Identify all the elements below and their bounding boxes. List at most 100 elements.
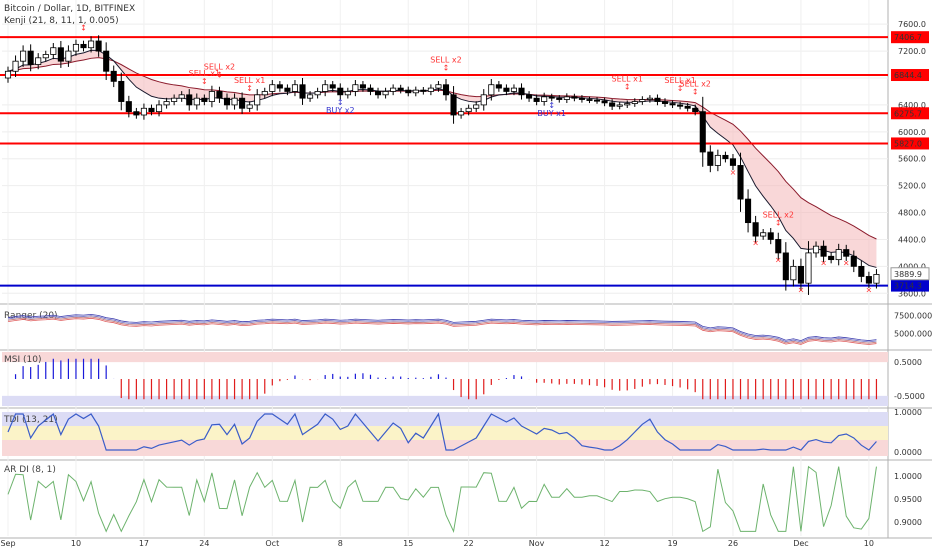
level-price-tag — [891, 31, 929, 44]
candle-body — [163, 101, 170, 106]
candle-body — [88, 40, 95, 49]
sell-signal-label: SELL x1 — [664, 76, 695, 85]
candle-body — [775, 239, 782, 254]
candle-body — [186, 94, 193, 106]
date-tick-label: 15 — [403, 539, 413, 548]
candle-body — [812, 245, 820, 254]
candle-body — [790, 265, 797, 281]
candle-body — [284, 87, 291, 92]
date-tick-label: 10 — [864, 539, 874, 548]
candle-body — [450, 94, 457, 116]
tdi-line — [7, 412, 877, 451]
candle-body — [239, 97, 246, 109]
candle-body — [427, 87, 434, 92]
level-price-tag — [891, 107, 929, 120]
sell-signal-label: SELL x1 — [612, 75, 643, 84]
buy-signal-label: BUY x1 — [537, 109, 566, 118]
tdi-upper-zone — [2, 412, 888, 426]
date-tick-label: 10 — [71, 539, 81, 548]
last-price-tag — [890, 267, 930, 281]
price-tick-label: 5200.0 — [898, 182, 926, 191]
candle-body — [752, 222, 759, 237]
price-tick-label: 7200.0 — [898, 47, 926, 56]
candle-body — [193, 97, 200, 106]
level-price-text: 6275.7 — [894, 109, 922, 118]
candle-body — [692, 107, 699, 113]
candle-body — [797, 265, 804, 284]
date-tick-label: 22 — [464, 539, 474, 548]
candle-body — [12, 60, 19, 72]
candle-body — [828, 255, 835, 261]
ranger-line — [7, 315, 877, 343]
candle-body — [473, 104, 480, 109]
candle-body — [276, 84, 283, 89]
ranger-line — [7, 313, 877, 342]
price-tick-label: 4800.0 — [898, 209, 926, 218]
candle-body — [390, 87, 397, 92]
candle-body — [526, 94, 533, 99]
price-tick-label: 7600.0 — [898, 20, 926, 29]
buy-signal-label: BUY x2 — [326, 106, 355, 115]
level-price-tag — [891, 69, 929, 82]
candle-body — [50, 47, 57, 55]
candle-body — [495, 84, 502, 89]
candle-body — [503, 87, 510, 92]
candle-body — [208, 91, 215, 102]
msi-lower-zone — [2, 395, 888, 406]
candle-body — [125, 101, 132, 113]
candle-body — [246, 104, 253, 109]
sell-signal-label: SELL x2 — [204, 62, 235, 71]
sell-signal-label: SELL x2 — [763, 210, 794, 219]
candle-body — [72, 43, 80, 52]
sell-signal-arrow: ↕ — [692, 87, 699, 96]
sell-cross-marker: × — [820, 259, 827, 268]
price-tick-label: 5600.0 — [898, 155, 926, 164]
date-tick-label: Oct — [265, 539, 279, 548]
ardi-line — [7, 465, 877, 534]
sell-signal-arrow: ↕ — [201, 77, 208, 86]
date-tick-label: 12 — [599, 539, 609, 548]
price-tick-label: 6400.0 — [898, 101, 926, 110]
candle-body — [20, 50, 27, 62]
candle-body — [458, 111, 465, 116]
candle-body — [767, 232, 774, 240]
sell-signal-arrow: ↕ — [216, 70, 223, 79]
sell-signal-arrow: ↕ — [624, 83, 631, 92]
sell-cross-marker: × — [798, 286, 805, 295]
kenji-slow-line — [7, 57, 877, 240]
sell-cross-marker: × — [843, 259, 850, 268]
ranger-tick-label: 5000.0000 — [894, 329, 932, 338]
candle-body — [261, 91, 268, 96]
candle-body — [27, 50, 34, 65]
candle-body — [307, 94, 314, 99]
candle-body — [480, 94, 487, 106]
tdi-mid-zone — [2, 426, 888, 440]
candle-body — [155, 104, 163, 113]
level-price-text: 5827.0 — [894, 139, 922, 148]
candle-body — [299, 84, 306, 99]
candle-body — [420, 89, 427, 92]
sell-cross-marker: × — [730, 168, 737, 177]
candle-body — [684, 105, 691, 109]
date-tick-label: 26 — [728, 539, 738, 548]
candle-body — [699, 111, 706, 153]
candle-body — [442, 84, 450, 96]
msi-tick-label: 0.5000 — [894, 358, 922, 367]
candle-body — [820, 245, 827, 257]
candle-body — [631, 101, 638, 104]
candle-body — [518, 87, 525, 96]
candle-body — [873, 274, 880, 284]
candle-body — [223, 97, 231, 106]
candle-body — [593, 99, 601, 102]
candle-body — [729, 158, 737, 166]
sell-cross-marker: × — [752, 239, 759, 248]
candle-body — [171, 97, 178, 102]
sell-signal-arrow: ↕ — [80, 23, 87, 32]
msi-title: MSI (10) — [4, 355, 41, 365]
date-tick-label: 24 — [199, 539, 209, 548]
candle-body — [510, 87, 518, 92]
ardi-tick-label: 1.0000 — [894, 472, 922, 481]
buy-signal-arrow: ↕ — [548, 101, 555, 110]
candle-body — [291, 84, 299, 92]
